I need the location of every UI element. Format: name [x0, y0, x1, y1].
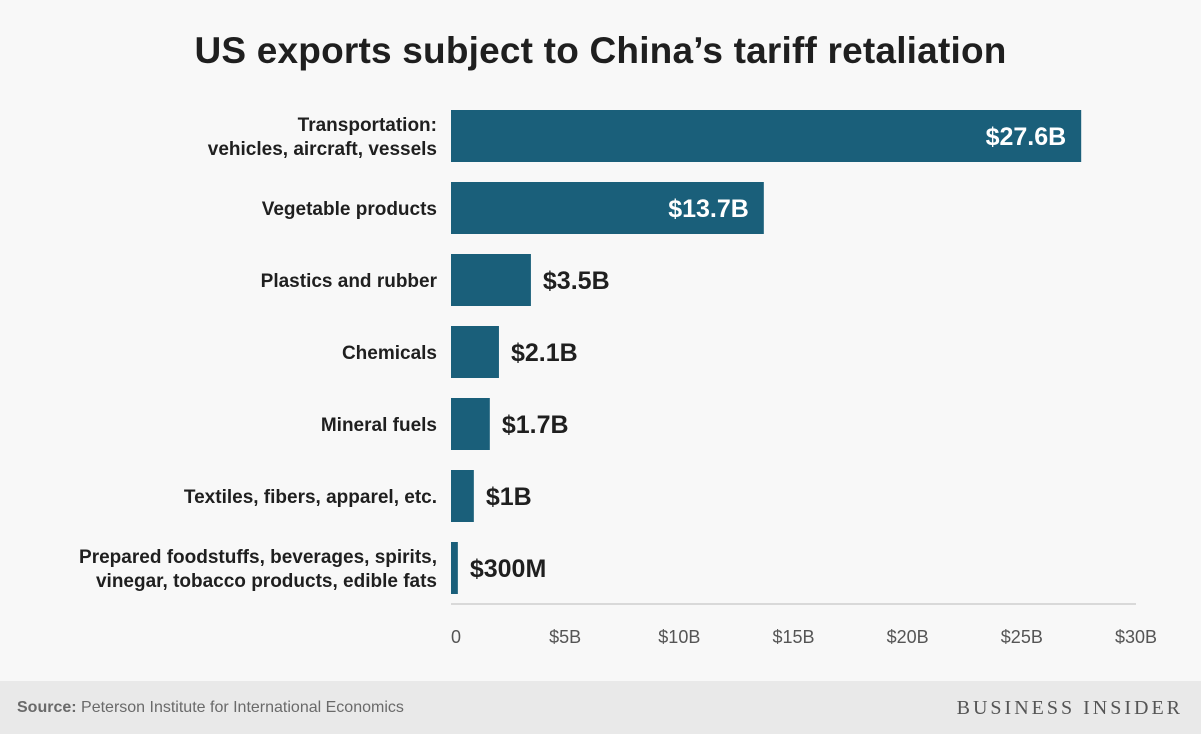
- x-tick-label: $20B: [887, 627, 929, 647]
- data-label: $1.7B: [502, 411, 569, 439]
- category-label: Plastics and rubber: [261, 271, 438, 292]
- x-tick-label: $15B: [772, 627, 814, 647]
- x-tick-label: 0: [451, 627, 461, 647]
- chart-title: US exports subject to China’s tariff ret…: [194, 30, 1007, 71]
- bar: [451, 182, 764, 234]
- data-label: $3.5B: [543, 267, 610, 295]
- source-text: Peterson Institute for International Eco…: [81, 699, 404, 716]
- category-label: Textiles, fibers, apparel, etc.: [184, 487, 437, 508]
- data-label: $1B: [486, 483, 532, 511]
- brand-logo: BUSINESS INSIDER: [956, 697, 1183, 719]
- bar: [451, 398, 490, 450]
- category-label: Chemicals: [342, 343, 437, 364]
- data-label: $2.1B: [511, 339, 578, 367]
- x-tick-label: $25B: [1001, 627, 1043, 647]
- x-tick-label: $30B: [1115, 627, 1157, 647]
- source-note: Source: Peterson Institute for Internati…: [17, 699, 404, 717]
- bar: [451, 470, 474, 522]
- footer: Source: Peterson Institute for Internati…: [0, 681, 1201, 734]
- bar: [451, 110, 1082, 162]
- category-label: Vegetable products: [262, 199, 437, 220]
- category-label: Mineral fuels: [321, 415, 437, 436]
- bar: [451, 326, 499, 378]
- category-label: Transportation: vehicles, aircraft, vesse…: [208, 115, 437, 160]
- data-label: $27.6B: [986, 123, 1067, 151]
- bar-chart: Transportation: vehicles, aircraft, vesse…: [79, 110, 1157, 647]
- category-label: Prepared foodstuffs, beverages, spirits,…: [79, 547, 437, 592]
- bar: [451, 542, 458, 594]
- x-tick-label: $10B: [658, 627, 700, 647]
- x-tick-label: $5B: [549, 627, 581, 647]
- bar: [451, 254, 531, 306]
- data-label: $13.7B: [668, 195, 749, 223]
- source-label: Source:: [17, 699, 77, 716]
- data-label: $300M: [470, 555, 546, 583]
